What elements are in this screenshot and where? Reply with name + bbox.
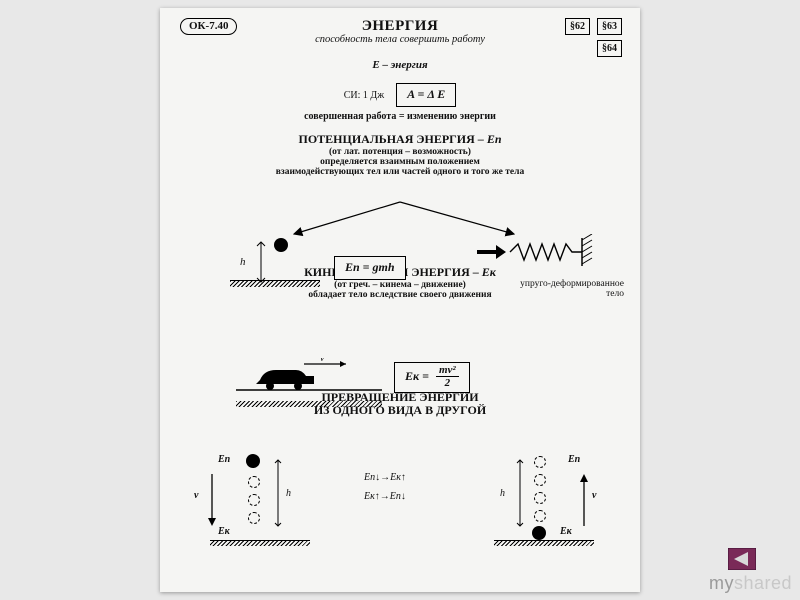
potential-heading: ПОТЕНЦИАЛЬНАЯ ЭНЕРГИЯ – Eп — [174, 132, 626, 147]
v-label-left: v — [194, 490, 198, 501]
page-title: ЭНЕРГИЯ — [174, 18, 626, 35]
si-label: СИ: 1 Дж — [344, 90, 384, 101]
ground-hatch-icon — [230, 281, 320, 287]
work-energy-text: совершенная работа = изменению энергии — [174, 111, 626, 122]
potential-desc-1: определяется взаимным положением — [174, 157, 626, 167]
dotcircle-icon — [248, 494, 260, 506]
page-inner: ОК-7.40 §62 §63 §64 ЭНЕРГИЯ способность … — [174, 16, 626, 584]
v-up-arrow-icon — [576, 472, 592, 528]
spring-icon — [474, 234, 624, 274]
ball-top-icon — [246, 454, 260, 468]
h-label-left: h — [286, 488, 291, 499]
h-label: h — [240, 256, 246, 268]
dotcircle-icon — [534, 474, 546, 486]
potential-note: (от лат. потенция – возможность) — [174, 147, 626, 157]
potential-symbol: Eп — [487, 132, 502, 146]
kinetic-numerator: mv² — [436, 365, 459, 377]
prev-button[interactable] — [728, 548, 756, 570]
ek-label-left: Eк — [218, 526, 230, 537]
ep-label-right: Eп — [568, 454, 580, 465]
potential-heading-label: ПОТЕНЦИАЛЬНАЯ ЭНЕРГИЯ – — [298, 132, 486, 146]
page-subtitle: способность тела совершить работу — [174, 34, 626, 45]
road-hatch-icon — [236, 401, 382, 407]
lesson-code-badge: ОК-7.40 — [180, 18, 237, 35]
kinetic-denominator: 2 — [436, 377, 459, 389]
car-icon: v⃗ — [234, 358, 384, 396]
car-diagram: v⃗ — [234, 358, 384, 407]
work-energy-formula: A = Δ E — [396, 83, 456, 107]
dotcircle-icon — [534, 492, 546, 504]
ref-62: §62 — [565, 18, 590, 35]
ball-bottom-icon — [532, 526, 546, 540]
page: ОК-7.40 §62 §63 §64 ЭНЕРГИЯ способность … — [160, 8, 640, 592]
relation-2: Eк↑→Eп↓ — [364, 491, 406, 502]
ek-label-right: Eк — [560, 526, 572, 537]
h-indicator-icon — [272, 460, 284, 526]
ref-64: §64 — [597, 40, 622, 57]
v-label: v⃗ — [320, 358, 332, 364]
height-indicator-icon — [254, 242, 268, 282]
spring-label: упруго-деформированное тело — [474, 279, 624, 300]
dotcircle-icon — [248, 512, 260, 524]
kinetic-lhs: Eк = — [405, 369, 429, 383]
ref-63: §63 — [597, 18, 622, 35]
potential-formula-box: Eп = gmh — [334, 256, 406, 280]
v-down-arrow-icon — [204, 472, 220, 528]
transform-relations: Eп↓→Eк↑ Eк↑→Eп↓ — [364, 472, 406, 502]
dotcircle-icon — [534, 510, 546, 522]
dotcircle-icon — [248, 476, 260, 488]
ep-label-left: Eп — [218, 454, 230, 465]
si-row: СИ: 1 Дж A = Δ E — [174, 83, 626, 107]
energy-definition: E – энергия — [174, 59, 626, 71]
potential-formula: Eп = gmh — [334, 256, 406, 280]
h-label-right: h — [500, 488, 505, 499]
watermark: myshared — [709, 573, 792, 594]
potential-gravity-diagram: h — [220, 238, 330, 287]
watermark-shared: shared — [734, 573, 792, 593]
relation-1: Eп↓→Eк↑ — [364, 472, 406, 483]
h-indicator-icon — [514, 460, 526, 526]
v-label-right: v — [592, 490, 596, 501]
watermark-my: my — [709, 573, 734, 593]
ball-icon — [274, 238, 288, 252]
potential-desc-2: взаимодействующих тел или частей одного … — [174, 167, 626, 177]
dotcircle-icon — [534, 456, 546, 468]
kinetic-formula-box: Eк = mv² 2 — [394, 362, 470, 393]
spring-diagram: упруго-деформированное тело — [474, 234, 624, 300]
